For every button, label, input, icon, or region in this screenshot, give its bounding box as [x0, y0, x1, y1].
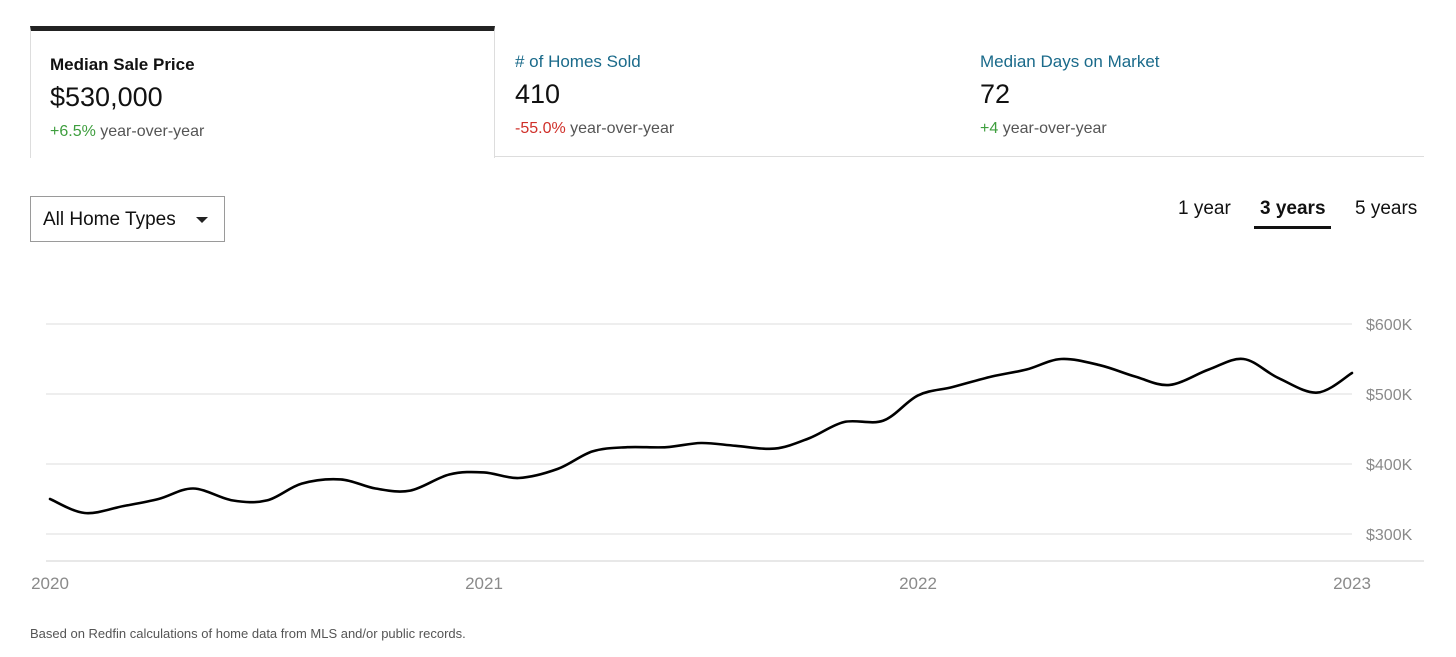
- tab-change: +6.5% year-over-year: [50, 123, 204, 141]
- change-suffix: year-over-year: [998, 120, 1107, 137]
- x-tick-label: 2023: [1333, 574, 1371, 593]
- tab-title: Median Sale Price: [50, 55, 195, 74]
- price-line: [48, 357, 1354, 515]
- y-tick-label: $500K: [1366, 387, 1413, 404]
- tab-homes-sold[interactable]: # of Homes Sold 410 -55.0% year-over-yea…: [495, 26, 960, 157]
- home-type-dropdown-label: All Home Types: [43, 209, 176, 230]
- change-suffix: year-over-year: [95, 123, 205, 140]
- y-tick-label: $600K: [1366, 317, 1413, 334]
- change-suffix: year-over-year: [565, 120, 675, 137]
- tab-value: 410: [515, 79, 561, 109]
- median-sale-price-chart: $300K $400K $500K $600K 2020 2021 2022 2023: [31, 317, 1424, 593]
- y-tick-label: $400K: [1366, 457, 1413, 474]
- change-positive: +6.5%: [50, 123, 96, 140]
- y-tick-label: $300K: [1366, 527, 1413, 544]
- selected-range-indicator: [1254, 226, 1331, 229]
- tab-value: $530,000: [50, 82, 163, 112]
- range-3-years[interactable]: 3 years: [1260, 198, 1326, 219]
- tab-median-days-on-market[interactable]: Median Days on Market 72 +4 year-over-ye…: [960, 26, 1424, 157]
- tab-median-sale-price[interactable]: Median Sale Price $530,000 +6.5% year-ov…: [30, 26, 495, 158]
- range-5-years[interactable]: 5 years: [1355, 198, 1418, 219]
- home-type-dropdown[interactable]: All Home Types: [30, 196, 225, 242]
- x-tick-label: 2022: [899, 574, 937, 593]
- tab-value: 72: [980, 79, 1011, 109]
- x-tick-label: 2020: [31, 574, 69, 593]
- footnote: Based on Redfin calculations of home dat…: [30, 626, 466, 641]
- tab-title: # of Homes Sold: [515, 52, 641, 71]
- change-negative: -55.0%: [515, 120, 566, 137]
- metric-tabs: Median Sale Price $530,000 +6.5% year-ov…: [30, 26, 1424, 158]
- tab-change: -55.0% year-over-year: [515, 120, 674, 138]
- change-positive: +4: [980, 120, 999, 137]
- caret-down-icon: [196, 217, 208, 223]
- x-tick-label: 2021: [465, 574, 503, 593]
- tab-title: Median Days on Market: [980, 52, 1160, 71]
- tab-change: +4 year-over-year: [980, 120, 1107, 138]
- range-1-year[interactable]: 1 year: [1178, 198, 1231, 219]
